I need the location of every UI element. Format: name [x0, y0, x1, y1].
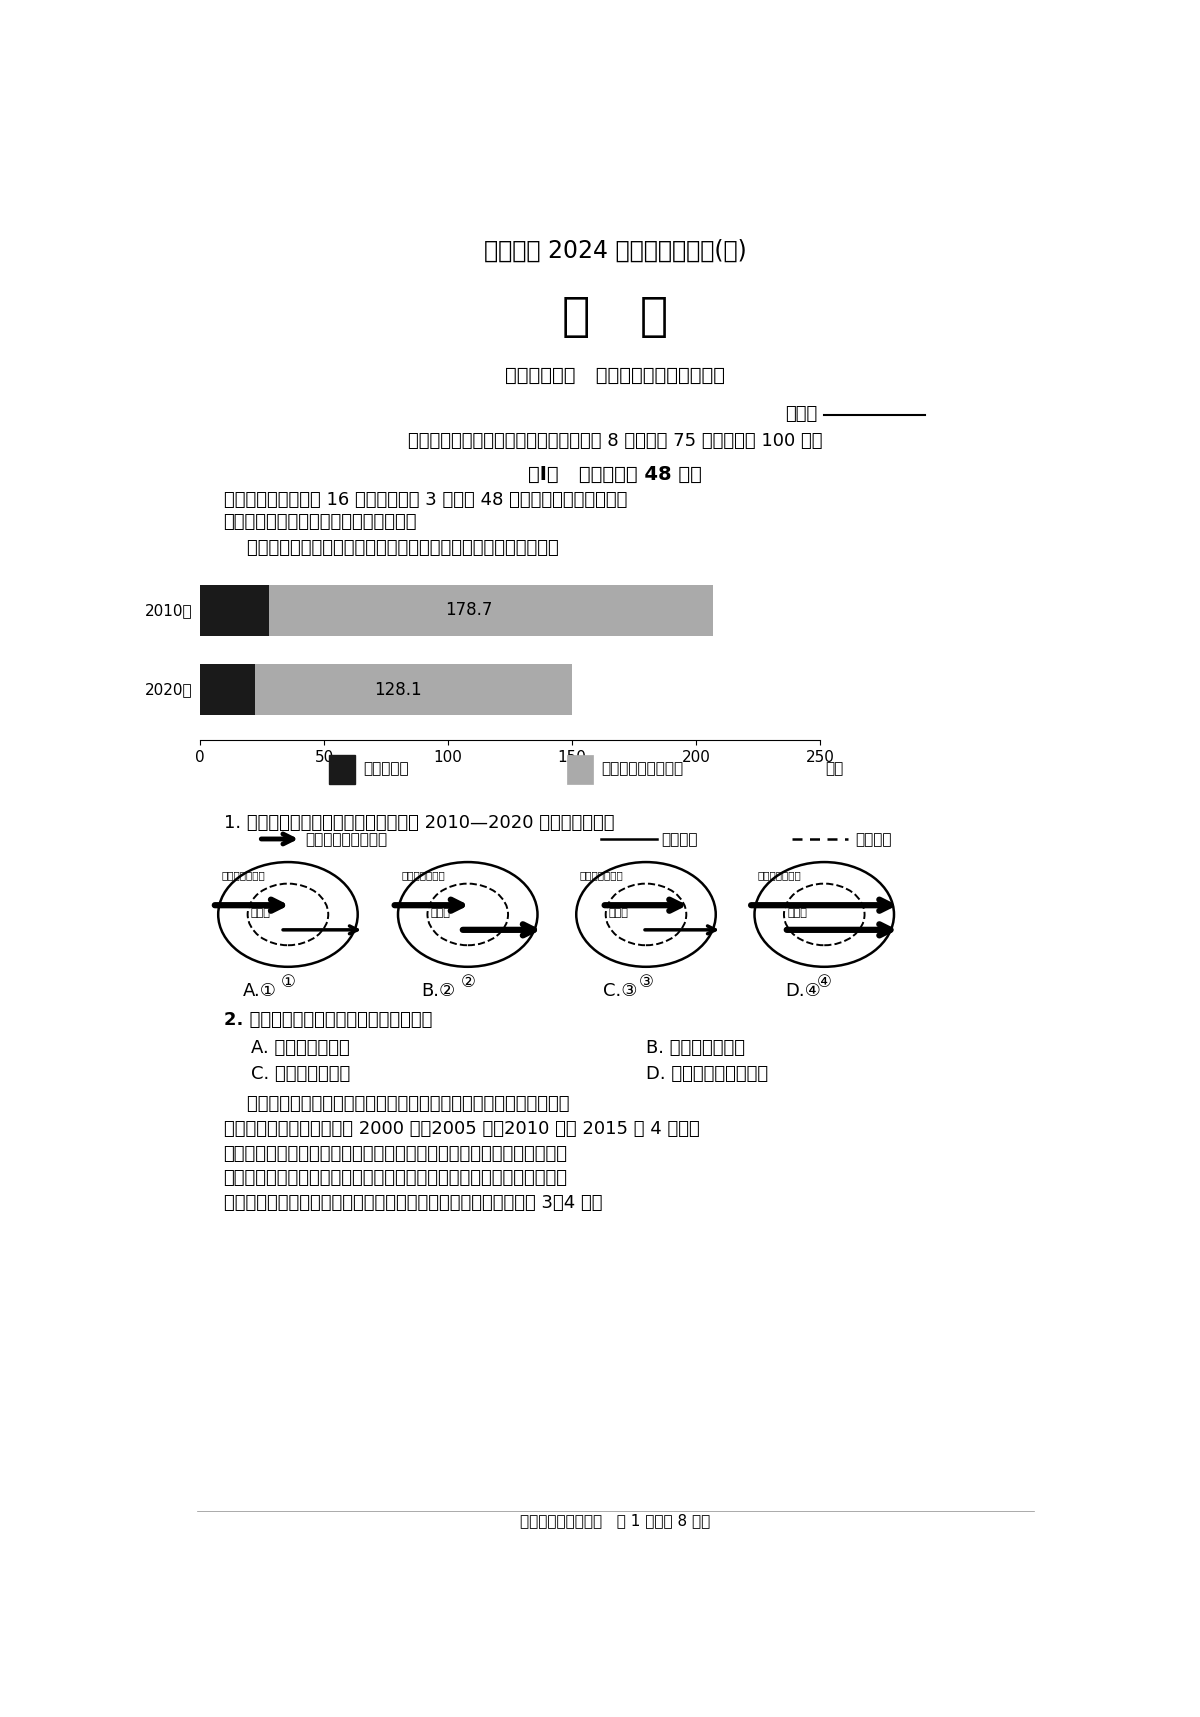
Text: ③: ③: [638, 974, 654, 991]
Text: 市辖区: 市辖区: [431, 908, 450, 919]
Text: 2020年: 2020年: [145, 682, 192, 697]
Text: 本试题卷分选择题和非选择题两部分，共 8 页。时量 75 分钟，满分 100 分。: 本试题卷分选择题和非选择题两部分，共 8 页。时量 75 分钟，满分 100 分…: [408, 433, 822, 450]
Text: 地   理: 地 理: [562, 295, 668, 340]
Text: B. 老年人口数量大: B. 老年人口数量大: [646, 1039, 745, 1058]
Text: 其他县级行政区: 其他县级行政区: [757, 871, 802, 879]
Bar: [200, 585, 270, 635]
Text: 其他县级行政区人口: 其他县级行政区人口: [601, 761, 683, 776]
Text: 第Ⅰ卷   选择题（共 48 分）: 第Ⅰ卷 选择题（共 48 分）: [528, 465, 702, 484]
Text: 128.1: 128.1: [373, 680, 421, 699]
Text: 其他县级行政区: 其他县级行政区: [580, 871, 623, 879]
Text: 的杭州中心八区半城市化地区进行研究，根据半城市化进程的不同阶段，: 的杭州中心八区半城市化地区进行研究，根据半城市化进程的不同阶段，: [223, 1145, 568, 1162]
Text: 市辖区界: 市辖区界: [856, 833, 892, 846]
Text: 地理试题（雅礼版）   第 1 页（共 8 页）: 地理试题（雅礼版） 第 1 页（共 8 页）: [520, 1513, 710, 1528]
Text: C. 劳动人口比重大: C. 劳动人口比重大: [251, 1065, 350, 1083]
Text: 市辖区人口: 市辖区人口: [362, 761, 408, 776]
Text: B.②: B.②: [421, 982, 455, 1001]
Text: A.①: A.①: [242, 982, 277, 1001]
Text: 地级市 2010 年和 2020 年的常住人口数量。该市的常住人口变化状况在: 地级市 2010 年和 2020 年的常住人口数量。该市的常住人口变化状况在: [223, 560, 617, 579]
Bar: [200, 664, 254, 714]
Text: 半城市化是指城市核心建成区外围的农村在经济、社会和空间上逐渐: 半城市化是指城市核心建成区外围的农村在经济、社会和空间上逐渐: [223, 1095, 569, 1113]
Text: C.③: C.③: [604, 982, 637, 1001]
Text: 雅礼中学 2024 届高三月考试卷(五): 雅礼中学 2024 届高三月考试卷(五): [484, 239, 746, 263]
Text: 市辖区: 市辖区: [251, 908, 271, 919]
Text: 其他县级行政区: 其他县级行政区: [221, 871, 265, 879]
Text: 全国具有一定的代表性。据此完成 1～2 题。: 全国具有一定的代表性。据此完成 1～2 题。: [223, 582, 451, 599]
Text: 地级市界: 地级市界: [661, 833, 698, 846]
Text: 其他县级行政区: 其他县级行政区: [401, 871, 445, 879]
Text: 市化地区、波动型半城市化地区、减少型半城市化地区。据此完成 3～4 题。: 市化地区、波动型半城市化地区、减少型半城市化地区。据此完成 3～4 题。: [223, 1193, 602, 1212]
Bar: [270, 585, 713, 635]
Text: A. 老年人口比重大: A. 老年人口比重大: [251, 1039, 349, 1058]
Bar: [568, 755, 594, 785]
Text: 2. 与该市的其他县级行政区相比，市辖区: 2. 与该市的其他县级行政区相比，市辖区: [223, 1011, 432, 1028]
Text: ①: ①: [281, 974, 295, 991]
Text: 选项中，只有一项是最符合题目要求的）: 选项中，只有一项是最符合题目要求的）: [223, 512, 418, 531]
Text: 1. 下图示意四种人口流动情况，与该市 2010—2020 年情况相符的是: 1. 下图示意四种人口流动情况，与该市 2010—2020 年情况相符的是: [223, 814, 614, 833]
Text: 向城市转变的过程。通过对 2000 年、2005 年、2010 年和 2015 年 4 个年份: 向城市转变的过程。通过对 2000 年、2005 年、2010 年和 2015 …: [223, 1119, 700, 1138]
Text: 市辖区: 市辖区: [608, 908, 629, 919]
Text: 得分：: 得分：: [786, 405, 817, 422]
Text: ②: ②: [461, 974, 475, 991]
Text: 将半城市化街道单元划分为四种类型：新增型半城市化地区、持续型半城: 将半城市化街道单元划分为四种类型：新增型半城市化地区、持续型半城: [223, 1169, 568, 1188]
Text: D.④: D.④: [786, 982, 821, 1001]
Text: ④: ④: [817, 974, 832, 991]
Text: D. 劳动人口平均年龄大: D. 劳动人口平均年龄大: [646, 1065, 768, 1083]
Text: 万人: 万人: [824, 762, 844, 776]
Text: 市辖区: 市辖区: [787, 908, 806, 919]
Text: 我国地级市一般由市辖区和其他县级行政区组成。下图示意我国某: 我国地级市一般由市辖区和其他县级行政区组成。下图示意我国某: [223, 539, 558, 556]
Text: 178.7: 178.7: [445, 601, 492, 620]
Text: 命题人：曾鹏   审题人：高三地理备课组: 命题人：曾鹏 审题人：高三地理备课组: [505, 366, 725, 385]
Text: 一、选择题（本题共 16 小题，每小题 3 分，共 48 分。在每小题给出的四个: 一、选择题（本题共 16 小题，每小题 3 分，共 48 分。在每小题给出的四个: [223, 491, 628, 508]
Text: 人口流动规模和方向: 人口流动规模和方向: [305, 833, 388, 846]
Text: 2010年: 2010年: [145, 603, 192, 618]
Bar: [329, 755, 355, 785]
Bar: [254, 664, 572, 714]
